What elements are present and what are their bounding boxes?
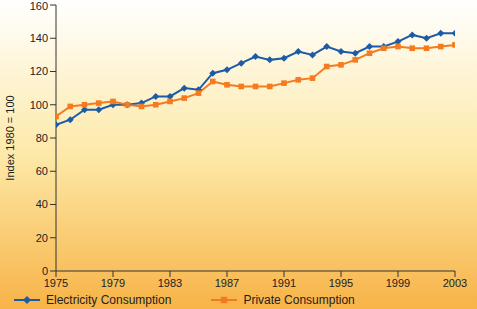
svg-text:2003: 2003 (443, 277, 467, 289)
svg-text:100: 100 (30, 99, 48, 111)
svg-text:1991: 1991 (272, 277, 296, 289)
svg-text:60: 60 (36, 165, 48, 177)
svg-text:120: 120 (30, 65, 48, 77)
svg-text:80: 80 (36, 132, 48, 144)
html-text:Electricity Consumption: Electricity Consumption (46, 293, 172, 307)
svg-text:1987: 1987 (215, 277, 239, 289)
svg-text:1995: 1995 (329, 277, 353, 289)
svg-text:Index 1980 = 100: Index 1980 = 100 (8, 95, 16, 180)
svg-text:1983: 1983 (158, 277, 182, 289)
svg-text:1979: 1979 (101, 277, 125, 289)
svg-text:40: 40 (36, 198, 48, 210)
svg-text:20: 20 (36, 232, 48, 244)
svg-text:1999: 1999 (386, 277, 410, 289)
svg-text:140: 140 (30, 32, 48, 44)
svg-text:1975: 1975 (44, 277, 68, 289)
html-text:Private Consumption: Private Consumption (243, 293, 355, 307)
svg-text:0: 0 (42, 265, 48, 277)
svg-text:160: 160 (30, 0, 48, 12)
